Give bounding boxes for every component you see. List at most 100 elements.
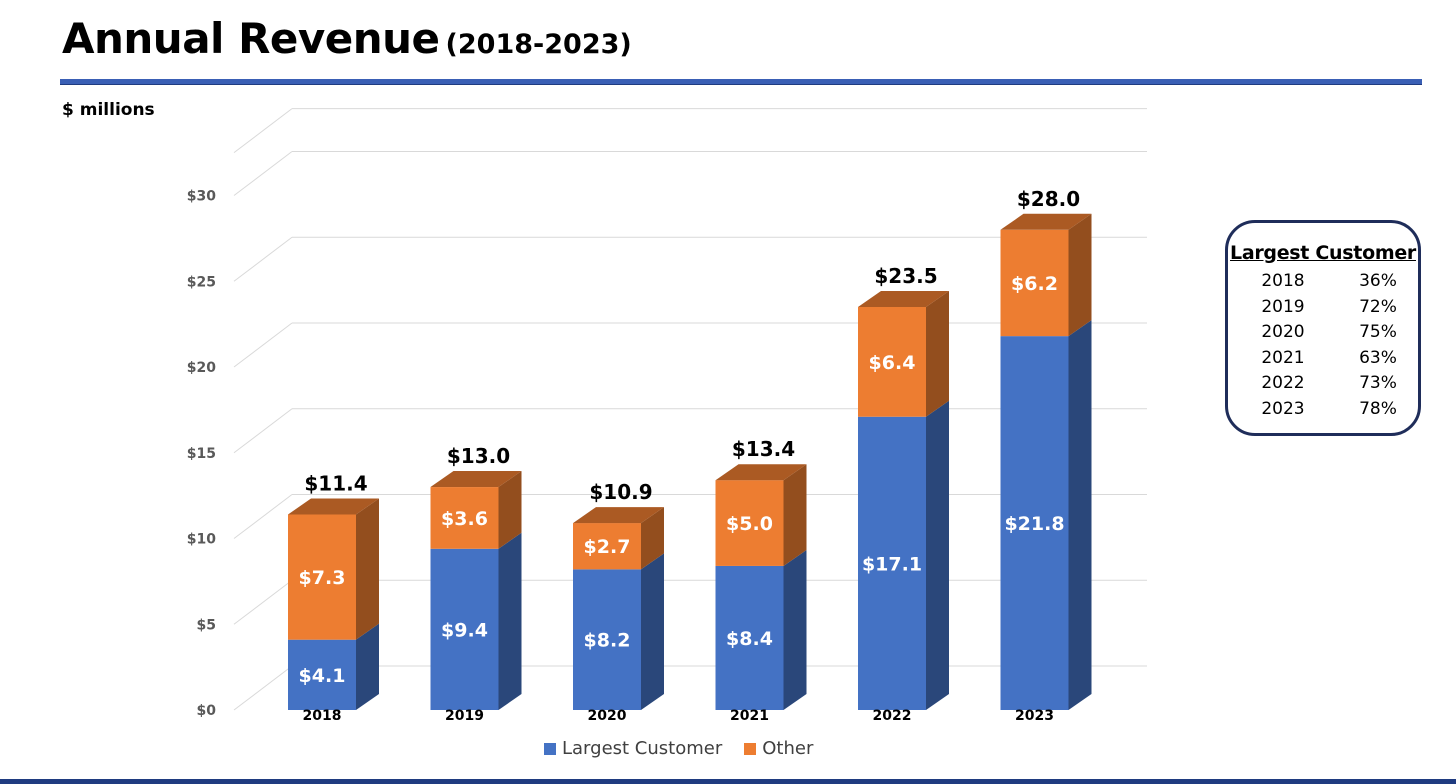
- gridline-diagonal: [233, 236, 293, 282]
- bar-side-other: [926, 290, 949, 417]
- bar-side-largest-customer: [1068, 320, 1092, 710]
- gridline-diagonal: [233, 494, 293, 539]
- total-label: $13.0: [447, 444, 510, 468]
- bar-side-other: [498, 471, 522, 549]
- table-percent: 36%: [1359, 271, 1397, 291]
- data-label-other: $7.3: [299, 567, 346, 589]
- gridline-diagonal: [233, 151, 293, 196]
- x-tick-label: 2019: [445, 708, 484, 724]
- gridline-diagonal: [233, 665, 293, 711]
- table-percent: 73%: [1359, 373, 1397, 394]
- slide-title: Annual Revenue (2018-2023): [62, 14, 632, 63]
- bar-segment-largest-customer: [288, 639, 356, 710]
- bar-side-largest-customer: [641, 553, 664, 710]
- largest-customer-rows: 2018 36% 2019 72% 2020 75% 2021 63% 2022 73% …: [1228, 269, 1418, 423]
- bar-top: [430, 471, 522, 488]
- bar-side-largest-customer: [783, 549, 807, 710]
- x-tick-label: 2018: [303, 708, 342, 724]
- table-percent: 72%: [1359, 296, 1397, 317]
- legend-item-other: Other: [744, 738, 813, 759]
- largest-customer-table-title: Largest Customer: [1230, 242, 1416, 264]
- bar-segment-largest-customer: [430, 548, 499, 710]
- table-year: 2023: [1261, 398, 1305, 419]
- data-label-other: $6.4: [869, 352, 916, 374]
- legend-label-largest-customer: Largest Customer: [562, 738, 723, 759]
- table-year: 2018: [1261, 271, 1305, 291]
- bar-top: [573, 507, 664, 524]
- unit-label: $ millions: [62, 100, 155, 120]
- bar-side-largest-customer: [356, 623, 379, 710]
- bar-segment-other: [1000, 229, 1069, 337]
- data-label-largest-customer: $21.8: [1004, 513, 1064, 535]
- bar-top: [1000, 213, 1092, 230]
- gridline-diagonal: [233, 108, 293, 154]
- gridline-diagonal: [233, 579, 293, 625]
- legend-item-largest-customer: Largest Customer: [544, 738, 722, 759]
- bar-segment-largest-customer: [715, 565, 784, 710]
- table-row: 2020 75%: [1228, 320, 1418, 346]
- table-year: 2019: [1261, 296, 1305, 317]
- table-year: 2020: [1261, 322, 1305, 343]
- legend-swatch-largest-customer: [544, 742, 556, 755]
- y-tick-label: $5: [197, 617, 216, 633]
- bar-top: [288, 498, 379, 515]
- table-row: 2019 72%: [1228, 295, 1418, 321]
- data-label-largest-customer: $17.1: [862, 553, 922, 575]
- total-label: $10.9: [589, 480, 652, 504]
- bar-side-other: [1068, 213, 1092, 337]
- data-label-other: $5.0: [726, 513, 773, 535]
- data-label-largest-customer: $9.4: [441, 619, 488, 641]
- bar-segment-largest-customer: [573, 569, 641, 710]
- y-tick-label: $10: [187, 532, 216, 548]
- table-year: 2022: [1261, 373, 1305, 394]
- data-label-other: $2.7: [584, 536, 631, 558]
- title-divider: [60, 79, 1422, 85]
- table-row: 2018 36%: [1228, 269, 1418, 295]
- data-label-largest-customer: $4.1: [299, 665, 346, 687]
- y-tick-label: $30: [187, 189, 216, 205]
- bar-segment-other: [715, 480, 784, 566]
- data-label-other: $6.2: [1011, 273, 1058, 295]
- x-tick-label: 2020: [588, 708, 627, 724]
- x-tick-label: 2022: [873, 708, 912, 724]
- bar-segment-other: [288, 514, 356, 640]
- legend-swatch-other: [744, 742, 757, 755]
- y-tick-label: $15: [187, 446, 216, 462]
- x-tick-label: 2023: [1015, 708, 1054, 724]
- data-label-largest-customer: $8.2: [584, 630, 631, 652]
- bar-segment-other: [858, 306, 926, 417]
- table-row: 2023 78%: [1228, 397, 1418, 423]
- chart-legend: Largest Customer Other: [544, 738, 813, 759]
- gridline-diagonal: [233, 408, 293, 454]
- bar-top: [858, 290, 949, 307]
- legend-label-other: Other: [762, 738, 814, 759]
- bar-segment-largest-customer: [1000, 336, 1069, 710]
- total-label: $11.4: [304, 471, 367, 495]
- table-percent: 63%: [1359, 347, 1397, 368]
- y-tick-label: $20: [187, 360, 216, 376]
- total-label: $23.5: [874, 264, 937, 288]
- title-main: Annual Revenue: [62, 14, 440, 63]
- table-percent: 75%: [1359, 322, 1397, 343]
- y-tick-label: $25: [187, 274, 216, 290]
- data-label-largest-customer: $8.4: [726, 628, 773, 650]
- bar-segment-other: [430, 487, 499, 549]
- x-tick-label: 2021: [730, 708, 769, 724]
- gridline-diagonal: [233, 322, 293, 368]
- table-row: 2022 73%: [1228, 371, 1418, 397]
- bar-side-other: [356, 498, 379, 640]
- y-tick-label: $0: [197, 703, 217, 719]
- total-label: $28.0: [1017, 187, 1080, 211]
- bar-segment-largest-customer: [858, 416, 926, 710]
- total-label: $13.4: [732, 437, 795, 461]
- largest-customer-table: Largest Customer 2018 36% 2019 72% 2020 75%…: [1225, 220, 1421, 436]
- bottom-divider: [0, 779, 1456, 784]
- bar-side-largest-customer: [926, 400, 949, 710]
- table-percent: 78%: [1359, 398, 1397, 419]
- bar-side-largest-customer: [498, 532, 522, 710]
- table-year: 2021: [1261, 347, 1305, 368]
- bar-side-other: [641, 507, 664, 570]
- data-label-other: $3.6: [441, 508, 488, 530]
- bar-top: [715, 464, 807, 481]
